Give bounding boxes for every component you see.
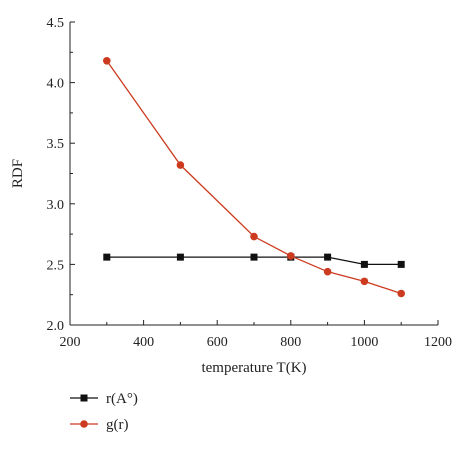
legend-marker-square [80,394,88,402]
x-tick-label: 600 [207,335,228,350]
legend-item: g(r) [70,417,129,433]
data-point-square [103,253,111,261]
data-point-square [360,260,368,268]
data-point-circle [176,161,185,169]
x-tick-label: 1000 [350,335,378,350]
series-layer [103,56,406,298]
data-point-square [250,253,258,261]
data-point-square [324,253,332,261]
x-tick-label: 400 [133,335,154,350]
x-tick-label: 1200 [424,335,452,350]
legend-label: r(A°) [106,391,138,407]
y-axis-label: RDF [10,159,26,188]
series-2 [103,56,406,298]
series-1 [103,253,405,268]
y-tick-label: 3.0 [47,198,65,213]
x-tick-label: 800 [280,335,301,350]
legend: r(A°) g(r) [70,391,138,433]
x-ticks: 200 400 600 800 1000 1200 [60,320,452,350]
data-point-circle [103,56,111,65]
y-tick-label: 3.5 [47,137,65,152]
data-point-square [176,253,184,261]
y-tick-label: 2.5 [47,258,65,273]
y-tick-label: 2.0 [47,319,65,334]
data-point-circle [287,252,295,260]
y-tick-label: 4.5 [47,16,65,31]
y-tick-label: 4.0 [47,77,65,92]
x-tick-label: 200 [60,335,81,350]
data-point-square [397,260,405,268]
legend-label: g(r) [106,417,129,433]
y-ticks: 2.0 2.5 3.0 3.5 4.0 4.5 [47,16,75,334]
data-point-circle [360,277,369,286]
x-axis-label: temperature T(K) [201,360,306,376]
data-point-circle [397,289,406,298]
axes: 200 400 600 800 1000 1200 2.0 2.5 3.0 3.5 4.0 4.5 [47,16,453,350]
legend-item: r(A°) [70,391,138,407]
data-point-circle [323,267,332,276]
data-point-circle [250,232,258,241]
legend-marker-circle [80,420,88,428]
